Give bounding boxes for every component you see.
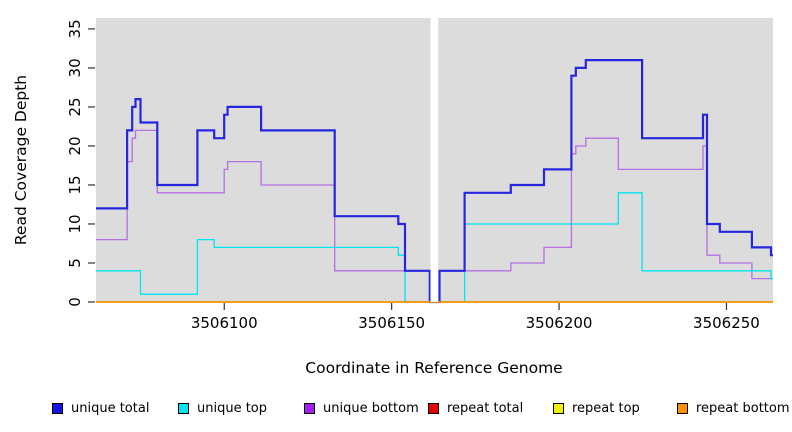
y-tick-label: 0	[66, 297, 84, 307]
series-unique-total-line	[96, 59, 773, 304]
legend-label: repeat top	[572, 400, 640, 416]
y-tick-label: 5	[66, 258, 84, 268]
y-axis-title: Read Coverage Depth	[12, 75, 30, 245]
x-tick-label: 3506100	[191, 314, 258, 332]
axes: 3506100 3506150 3506200 3506250 0 5 10 15 20 25 30…	[66, 19, 760, 332]
x-tick-label: 3506200	[526, 314, 593, 332]
legend-item-repeat-bottom: repeat bottom	[677, 396, 790, 420]
legend-item-unique-bottom: unique bottom	[304, 396, 419, 420]
y-tick-label: 10	[66, 214, 84, 233]
unique-bottom-swatch-icon	[304, 402, 315, 414]
y-tick-label: 15	[66, 175, 84, 194]
legend-item-repeat-top: repeat top	[553, 396, 640, 420]
repeat-top-swatch-icon	[553, 402, 564, 414]
chart-legend: unique total unique top unique bottom re…	[0, 396, 792, 420]
y-tick-label: 25	[66, 97, 84, 116]
coverage-step-chart: 3506100 3506150 3506200 3506250 0 5 10 15 20 25 30…	[12, 18, 773, 377]
y-tick-label: 20	[66, 136, 84, 155]
repeat-total-swatch-icon	[428, 402, 439, 414]
unique-top-swatch-icon	[178, 402, 189, 414]
legend-item-repeat-total: repeat total	[428, 396, 523, 420]
legend-item-unique-total: unique total	[52, 396, 149, 420]
x-tick-label: 3506150	[358, 314, 425, 332]
legend-label: unique bottom	[323, 400, 419, 416]
y-tick-label: 30	[66, 58, 84, 77]
no-data-gap	[430, 18, 439, 302]
legend-label: unique total	[71, 400, 150, 416]
x-axis-title: Coordinate in Reference Genome	[305, 359, 562, 377]
x-tick-label: 3506250	[693, 314, 760, 332]
legend-label: repeat bottom	[696, 400, 790, 416]
series-unique-bottom-line	[96, 129, 773, 303]
legend-label: repeat total	[447, 400, 524, 416]
repeat-bottom-swatch-icon	[677, 402, 688, 414]
unique-total-swatch-icon	[52, 402, 63, 414]
plot-area	[96, 18, 773, 304]
y-tick-label: 35	[66, 19, 84, 38]
legend-label: unique top	[197, 400, 268, 416]
series-unique-top-line	[96, 192, 773, 303]
legend-item-unique-top: unique top	[178, 396, 267, 420]
